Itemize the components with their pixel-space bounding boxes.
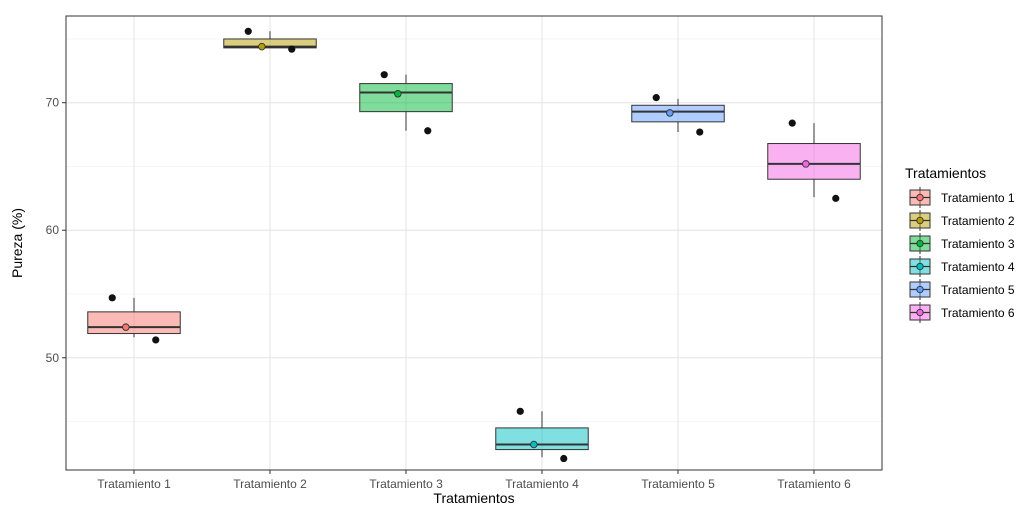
legend-key-point [916,285,924,294]
data-point [652,94,660,102]
legend-label: Tratamiento 4 [941,260,1015,274]
x-axis-ticks: Tratamiento 1 Tratamiento 2 Tratamiento 3 T… [97,470,851,491]
legend-label: Tratamiento 3 [941,237,1015,251]
legend-key-point [916,239,924,248]
data-point [560,454,568,463]
data-point [288,45,296,53]
mean-point [666,109,674,117]
box-2 [223,27,317,53]
y-tick-label: 70 [46,96,60,110]
legend-item-5: Tratamiento 5 [909,279,1015,300]
legend-label: Tratamiento 5 [941,283,1015,297]
data-point [152,336,160,344]
x-tick-label: Tratamiento 5 [641,477,715,491]
legend: Tratamientos Tratamiento 1 Tratamiento 2 T… [905,165,1015,323]
legend-key-point [916,193,924,202]
legend-item-1: Tratamiento 1 [909,187,1015,208]
y-tick-label: 60 [46,223,60,237]
legend-item-3: Tratamiento 3 [909,233,1015,254]
mean-point [122,323,130,331]
box-6 [767,119,861,202]
boxes [87,27,861,463]
mean-point [258,42,266,51]
mean-point [802,160,810,168]
legend-label: Tratamiento 6 [941,306,1015,320]
mean-point [394,90,402,98]
legend-key-point [916,262,924,271]
x-tick-label: Tratamiento 6 [777,477,851,491]
grid-lines [66,16,882,470]
x-axis-title: Tratamientos [433,490,514,506]
data-point [244,27,252,35]
box-iqr [359,83,453,113]
x-tick-label: Tratamiento 2 [233,477,307,491]
x-tick-label: Tratamiento 3 [369,477,443,491]
legend-key-point [916,308,924,317]
data-point [380,71,388,79]
box-iqr [87,311,181,335]
y-tick-label: 50 [46,351,60,365]
data-point [788,119,796,127]
data-point [516,407,524,415]
data-point [108,294,116,302]
y-axis-ticks: 50 60 70 [46,96,66,365]
y-axis-title: Pureza (%) [9,208,25,278]
box-5 [631,94,725,136]
data-point [696,128,704,136]
panel-border [65,15,883,471]
legend-label: Tratamiento 1 [941,191,1015,205]
legend-item-4: Tratamiento 4 [909,256,1015,277]
box-iqr [767,143,861,180]
data-point [424,127,432,135]
legend-title: Tratamientos [905,165,986,181]
box-1 [87,294,181,344]
box-iqr [223,38,317,49]
box-3 [359,71,453,135]
x-tick-label: Tratamiento 1 [97,477,171,491]
legend-item-2: Tratamiento 2 [909,210,1015,231]
legend-item-6: Tratamiento 6 [909,302,1015,323]
legend-key-point [916,216,924,225]
x-tick-label: Tratamiento 4 [505,477,579,491]
legend-label: Tratamiento 2 [941,214,1015,228]
data-point [832,194,840,202]
mean-point [530,440,538,449]
box-4 [495,407,589,463]
box-iqr [495,427,589,451]
box-iqr [631,104,725,123]
